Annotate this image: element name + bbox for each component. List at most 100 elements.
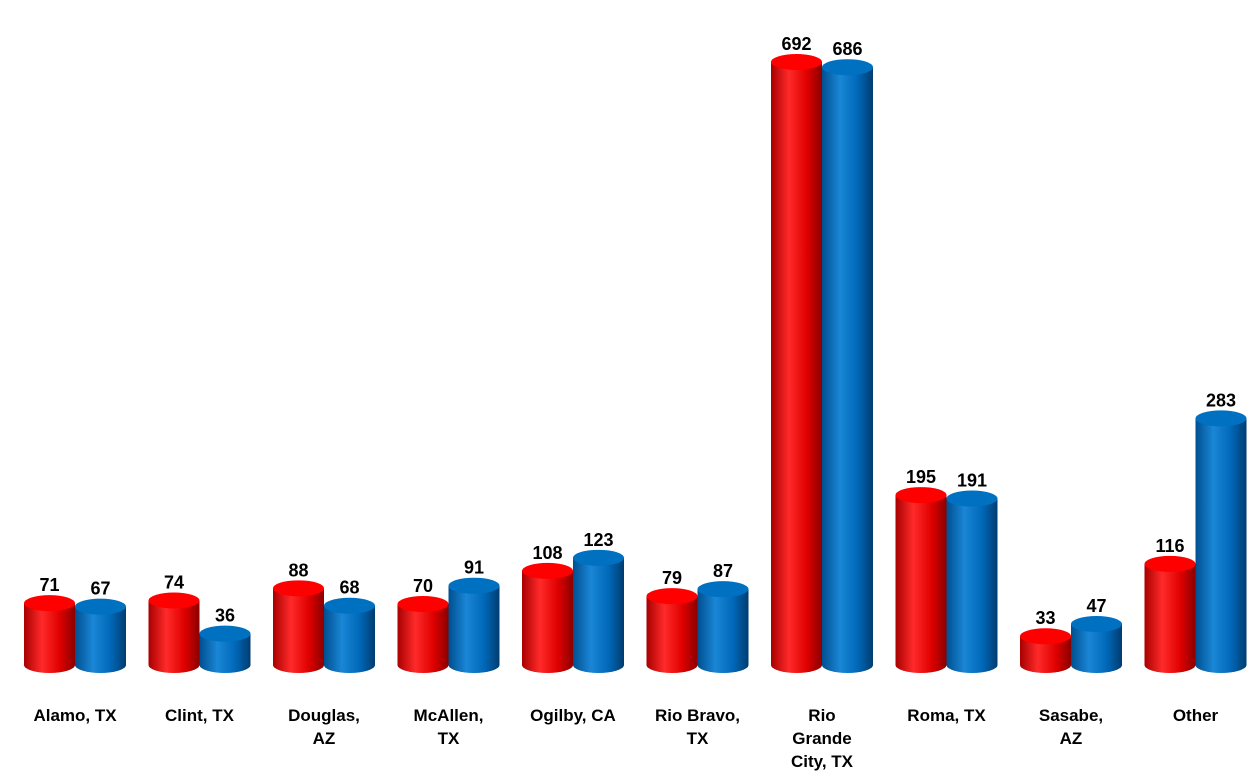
data-label: 68 — [339, 578, 359, 598]
bar-top-cap — [1144, 555, 1196, 572]
data-label: 47 — [1086, 596, 1106, 616]
bar — [1195, 410, 1247, 673]
bar — [148, 592, 200, 673]
data-label: 91 — [464, 558, 484, 578]
category-label: City, TX — [791, 752, 854, 771]
bar-body — [1071, 624, 1122, 673]
bar — [273, 580, 324, 673]
bar-body — [24, 603, 75, 673]
category-label: Sasabe, — [1039, 706, 1103, 725]
bar-body — [522, 570, 573, 673]
bar-body — [75, 606, 126, 673]
category-label: Ogilby, CA — [530, 706, 616, 725]
bar-body — [946, 498, 998, 673]
bar — [522, 562, 573, 673]
bar-body — [1144, 563, 1196, 673]
data-label: 33 — [1035, 608, 1055, 628]
bar — [895, 487, 947, 673]
bar-body — [822, 67, 873, 673]
bar-body — [448, 585, 500, 673]
bar — [771, 53, 822, 673]
bar-top-cap — [1071, 616, 1122, 633]
bar-body — [573, 557, 624, 673]
bars-group — [24, 53, 1247, 673]
bar — [646, 588, 698, 673]
bar-top-cap — [1195, 410, 1247, 427]
bar-top-cap — [324, 597, 375, 614]
bar-body — [1020, 636, 1071, 673]
category-label: Grande — [792, 729, 852, 748]
bar — [24, 595, 75, 673]
bar-top-cap — [273, 580, 324, 597]
bar-body — [324, 605, 375, 673]
data-label: 87 — [713, 561, 733, 581]
category-label: McAllen, — [414, 706, 484, 725]
bar-top-cap — [573, 549, 624, 566]
value-labels-group: 71 67 74 36 88 68 70 91 108 123 79 87 692 686 195 191 33… — [39, 34, 1236, 628]
bar — [1144, 555, 1196, 673]
data-label: 108 — [532, 543, 562, 563]
bar-top-cap — [522, 562, 573, 579]
bar-body — [697, 589, 749, 673]
data-label: 36 — [215, 606, 235, 626]
bar-top-cap — [397, 596, 449, 612]
bar-body — [1195, 418, 1247, 673]
bar — [946, 490, 998, 673]
category-label: Rio Bravo, — [655, 706, 740, 725]
bar-top-cap — [822, 59, 873, 76]
data-label: 88 — [288, 560, 308, 580]
bar-top-cap — [646, 588, 698, 605]
data-label: 123 — [583, 530, 613, 550]
bar-top-cap — [1020, 628, 1071, 645]
data-label: 74 — [164, 573, 184, 593]
bar-top-cap — [199, 625, 251, 642]
bar-top-cap — [771, 53, 822, 70]
data-label: 686 — [832, 39, 862, 59]
bar-body — [273, 588, 324, 673]
bar-top-cap — [148, 592, 200, 609]
bar-top-cap — [946, 490, 998, 507]
bar-body — [895, 495, 947, 673]
bar — [397, 596, 449, 673]
data-label: 67 — [90, 579, 110, 599]
data-label: 283 — [1206, 390, 1236, 410]
category-label: Rio — [808, 706, 835, 725]
bar-body — [646, 596, 698, 673]
bar-body — [771, 61, 822, 673]
bar-body — [148, 600, 200, 673]
bar-top-cap — [24, 595, 75, 612]
category-label: Alamo, TX — [33, 706, 117, 725]
bar-top-cap — [697, 581, 749, 598]
data-label: 79 — [662, 568, 682, 588]
data-label: 70 — [413, 576, 433, 596]
category-labels-group: Alamo, TX Clint, TX Douglas, AZ McAllen, TX Og… — [33, 706, 1218, 771]
data-label: 692 — [781, 34, 811, 54]
bar — [324, 597, 375, 673]
bar — [75, 598, 126, 673]
bar — [1071, 616, 1122, 673]
data-label: 191 — [957, 471, 987, 491]
category-label: AZ — [1060, 729, 1083, 748]
category-label: AZ — [313, 729, 336, 748]
category-label: Douglas, — [288, 706, 360, 725]
data-label: 195 — [906, 467, 936, 487]
category-label: Roma, TX — [907, 706, 986, 725]
bar-top-cap — [895, 487, 947, 504]
bar — [448, 577, 500, 673]
category-label: Clint, TX — [165, 706, 235, 725]
bar-body — [397, 604, 449, 673]
category-label: TX — [687, 729, 709, 748]
bar — [573, 549, 624, 673]
bar — [199, 625, 251, 673]
bar — [1020, 628, 1071, 673]
category-label: TX — [438, 729, 460, 748]
bar-top-cap — [75, 598, 126, 615]
bar-top-cap — [448, 577, 500, 594]
bar-body — [199, 633, 251, 673]
bar — [697, 581, 749, 673]
category-label: Other — [1173, 706, 1219, 725]
data-label: 116 — [1155, 536, 1184, 556]
data-label: 71 — [39, 575, 59, 595]
bar — [822, 59, 873, 673]
